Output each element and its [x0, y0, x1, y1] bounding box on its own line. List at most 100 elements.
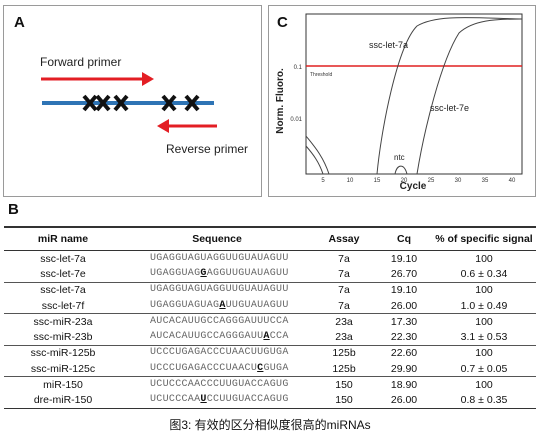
- mir-name: dre-miR-150: [4, 392, 122, 409]
- sequence: UGAGGUAGGAGGUUGUAUAGUU: [122, 266, 312, 282]
- header-assay: Assay: [312, 226, 376, 251]
- specific-signal: 0.6 ± 0.34: [460, 267, 508, 280]
- sequence-part: GUGA: [263, 362, 289, 374]
- table-body: ssc-let-7a UGAGGUAGUAGGUUGUAUAGUU 7a 19.10 1…: [4, 250, 536, 409]
- sequence: UGAGGUAGUAGGUUGUAUAGUU: [122, 281, 312, 298]
- mismatch-base: A: [263, 331, 270, 343]
- assay: 23a: [335, 331, 353, 344]
- primer-diagram: Forward primer Reverse primer: [40, 55, 248, 156]
- y-tick-0.1: 0.1: [294, 65, 303, 71]
- reverse-arrowhead: [157, 119, 169, 133]
- y-axis-label: Norm. Fluoro.: [275, 68, 286, 134]
- mirna-table: miR name Sequence Assay Cq % of specific…: [4, 226, 536, 409]
- table-row: miR-150 UCUCCCAACCCUUGUACCAGUG 150 18.90 100: [4, 376, 536, 393]
- cq-value: 22.30: [390, 331, 418, 344]
- x-tick: 5: [321, 178, 325, 184]
- panel-b-label: B: [8, 201, 19, 218]
- specific-signal: 100: [432, 344, 536, 362]
- table-row: ssc-miR-125b UCCCUGAGACCCUAACUUGUGA 125b 22…: [4, 344, 536, 362]
- mir-name: ssc-let-7a: [4, 250, 122, 267]
- mismatch-base: C: [257, 362, 264, 374]
- specific-signal: 100: [432, 281, 536, 298]
- x-tick: 30: [455, 178, 462, 184]
- curve-let-7a: [376, 17, 523, 175]
- header-specific-signal: % of specific signal: [432, 226, 536, 251]
- threshold-label: Threshold: [310, 72, 332, 78]
- sequence: UCUCCCAACCCUUGUACCAGUG: [122, 376, 312, 393]
- mir-name: ssc-let-7f: [41, 299, 85, 312]
- specific-signal: 100: [432, 376, 536, 393]
- sequence-part: AUCACAUUGCCAGGGAUUUCCA: [150, 315, 289, 327]
- cq-value: 17.30: [376, 313, 432, 330]
- x-tick: 35: [482, 178, 489, 184]
- plot-frame: [305, 13, 523, 175]
- sequence-part: AGGUUGUAUAGUU: [206, 267, 289, 279]
- curve-label-let-7a: ssc-let-7a: [369, 40, 408, 50]
- x-tick: 15: [374, 178, 381, 184]
- mir-name: ssc-let-7e: [40, 267, 86, 280]
- table-row: ssc-miR-23b AUCACAUUGCCAGGGAUUACCA 23a 22.3…: [4, 329, 536, 345]
- sequence: UGAGGUAGUAGAUUGUAUAGUU: [122, 298, 312, 314]
- assay: 125b: [332, 362, 356, 375]
- specific-signal: 0.7 ± 0.05: [460, 362, 508, 375]
- assay: 150: [312, 376, 376, 393]
- cq-value: 26.70: [390, 267, 418, 280]
- cq-value: 19.10: [376, 281, 432, 298]
- specific-signal: 100: [432, 313, 536, 330]
- header-cq: Cq: [376, 226, 432, 251]
- sequence: UCUCCCAAUCCUUGUACCAGUG: [122, 392, 312, 409]
- figure-caption: 图3: 有效的区分相似度很高的miRNAs: [169, 418, 371, 432]
- forward-primer-label: Forward primer: [40, 55, 121, 69]
- curve-label-ntc: ntc: [394, 153, 405, 162]
- sequence-part: CCUUGUACCAGUG: [206, 394, 289, 406]
- mir-name: ssc-miR-125c: [30, 362, 96, 375]
- table-row: ssc-let-7a UGAGGUAGUAGGUUGUAUAGUU 7a 19.10 1…: [4, 281, 536, 298]
- forward-arrowhead: [142, 72, 154, 86]
- assay: 125b: [312, 344, 376, 362]
- table-row: ssc-let-7a UGAGGUAGUAGGUUGUAUAGUU 7a 19.10 1…: [4, 250, 536, 267]
- curve-early-1: [305, 135, 330, 175]
- specific-signal: 1.0 ± 0.49: [460, 299, 508, 312]
- sequence: AUCACAUUGCCAGGGAUUACCA: [122, 329, 312, 345]
- curve-let-7e: [416, 18, 523, 175]
- sequence-part: UCUCCCAA: [150, 394, 201, 406]
- sequence-part: UGAGGUAGUAGGUUGUAUAGUU: [150, 252, 289, 264]
- x-tick: 25: [428, 178, 435, 184]
- cq-value: 18.90: [376, 376, 432, 393]
- mir-name: ssc-miR-125b: [4, 344, 122, 362]
- mismatch-marks: [82, 94, 200, 112]
- reverse-primer-label: Reverse primer: [166, 142, 248, 156]
- panel-a: A Forward primer Reverse primer: [3, 5, 262, 197]
- sequence: UCCCUGAGACCCUAACUUGUGA: [122, 344, 312, 362]
- specific-signal: 0.8 ± 0.35: [432, 392, 536, 409]
- assay: 150: [312, 392, 376, 409]
- sequence-part: UCCCUGAGACCCUAACUUGUGA: [150, 347, 289, 359]
- x-tick: 10: [347, 178, 354, 184]
- sequence-part: CCA: [269, 331, 289, 343]
- header-mir-name: miR name: [4, 226, 122, 251]
- curve-ntc: [394, 165, 408, 175]
- cq-value: 19.10: [376, 250, 432, 267]
- table-row: ssc-miR-23a AUCACAUUGCCAGGGAUUUCCA 23a 17.3…: [4, 313, 536, 330]
- mir-name: ssc-let-7a: [4, 281, 122, 298]
- sequence-part: UGAGGUAGUAG: [150, 299, 220, 311]
- cq-value: 26.00: [390, 299, 418, 312]
- table-row: dre-miR-150 UCUCCCAAUCCUUGUACCAGUG 150 26.0…: [4, 392, 536, 409]
- specific-signal: 100: [432, 250, 536, 267]
- y-tick-0.01: 0.01: [290, 117, 302, 123]
- sequence: UGAGGUAGUAGGUUGUAUAGUU: [122, 250, 312, 267]
- panel-a-label: A: [14, 14, 25, 31]
- cq-value: 22.60: [376, 344, 432, 362]
- x-tick: 40: [509, 178, 516, 184]
- mir-name: miR-150: [4, 376, 122, 393]
- sequence-part: AUCACAUUGCCAGGGAUU: [150, 331, 264, 343]
- sequence-part: UGAGGUAG: [150, 267, 201, 279]
- panel-c: C Norm. Fluoro. Cycle Threshold 0.1 0.01…: [268, 5, 536, 197]
- table-row: ssc-let-7f UGAGGUAGUAGAUUGUAUAGUU 7a 26.00 1…: [4, 298, 536, 314]
- panel-c-label: C: [277, 14, 288, 31]
- table-header-row: miR name Sequence Assay Cq % of specific…: [4, 226, 536, 251]
- mismatch-base: U: [200, 394, 207, 406]
- assay: 7a: [312, 281, 376, 298]
- mismatch-base: G: [200, 267, 207, 279]
- sequence: UCCCUGAGACCCUAACUCGUGA: [122, 361, 312, 377]
